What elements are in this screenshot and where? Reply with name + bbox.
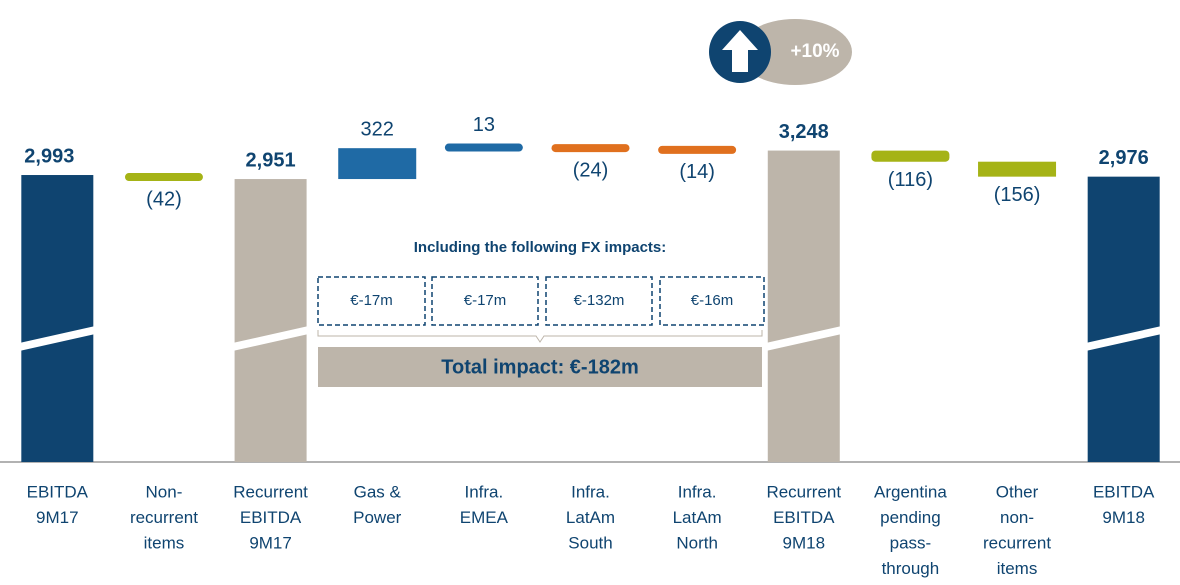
x-tick-label: items <box>144 533 185 552</box>
x-tick-label: recurrent <box>130 508 198 527</box>
x-tick-label: Other <box>996 482 1039 501</box>
fx-box <box>545 276 653 326</box>
x-tick-label: through <box>882 559 940 578</box>
x-tick-label: 9M17 <box>36 508 79 527</box>
fx-impact: €-17m <box>350 292 393 309</box>
total-impact: Total impact: €-182m <box>441 356 638 378</box>
value-label: 13 <box>473 114 495 136</box>
bar <box>338 148 417 180</box>
axis-break <box>1085 326 1162 351</box>
fx-box <box>659 276 765 326</box>
x-tick-label: North <box>676 533 718 552</box>
x-tick-label: items <box>997 559 1038 578</box>
value-label: 2,951 <box>246 149 296 171</box>
x-tick-label: Infra. <box>678 482 717 501</box>
x-tick-label: Recurrent <box>766 482 841 501</box>
x-tick-label: non- <box>1000 508 1034 527</box>
x-tick-label: recurrent <box>983 533 1051 552</box>
bar <box>658 145 737 154</box>
up-arrow <box>722 30 758 72</box>
value-label: 322 <box>361 118 394 140</box>
total-impact-box <box>318 347 762 387</box>
axis-break <box>232 326 309 351</box>
x-tick-label: EBITDA <box>1093 482 1155 501</box>
x-tick-label: 9M18 <box>783 533 826 552</box>
x-tick-label: Recurrent <box>233 482 308 501</box>
brace <box>317 330 763 343</box>
fx-impact: €-17m <box>464 292 507 309</box>
bar <box>1087 176 1160 462</box>
value-label: (116) <box>888 169 933 191</box>
bar <box>871 150 950 162</box>
growth-badge: +10% <box>709 19 852 85</box>
x-tick-label: Non- <box>146 482 183 501</box>
fx-impact: €-16m <box>691 292 734 309</box>
x-tick-label: Infra. <box>571 482 610 501</box>
fx-impact: €-132m <box>574 292 625 309</box>
x-tick-label: LatAm <box>566 508 615 527</box>
bar <box>444 143 523 152</box>
value-label: (156) <box>994 184 1041 206</box>
bar <box>767 150 840 463</box>
x-tick-label: 9M18 <box>1102 508 1145 527</box>
value-label: 3,248 <box>779 121 829 143</box>
x-tick-label: South <box>568 533 612 552</box>
x-tick-label: pending <box>880 508 941 527</box>
x-tick-label: LatAm <box>673 508 722 527</box>
fx-box <box>317 276 426 326</box>
x-tick-label: pass- <box>890 533 932 552</box>
growth-label: +10% <box>790 41 839 62</box>
value-label: (42) <box>146 188 182 210</box>
value-label: 2,976 <box>1099 147 1149 169</box>
x-tick-label: EMEA <box>460 508 509 527</box>
fx-box <box>431 276 539 326</box>
bar <box>21 175 94 463</box>
x-tick-label: 9M17 <box>249 533 292 552</box>
bar <box>124 173 203 182</box>
bar <box>978 161 1057 177</box>
x-tick-label: EBITDA <box>27 482 89 501</box>
axis-break <box>19 326 96 351</box>
badge-ellipse <box>738 19 852 85</box>
x-tick-label: EBITDA <box>240 508 302 527</box>
axis-break <box>765 326 842 351</box>
value-label: (14) <box>679 161 715 183</box>
x-tick-label: Infra. <box>464 482 503 501</box>
x-tick-label: Gas & <box>354 482 402 501</box>
value-label: (24) <box>573 159 609 181</box>
x-tick-label: EBITDA <box>773 508 835 527</box>
x-tick-label: Argentina <box>874 482 947 501</box>
bar <box>234 179 307 462</box>
value-label: 2,993 <box>24 145 74 167</box>
fx-heading: Including the following FX impacts: <box>414 239 667 256</box>
x-tick-label: Power <box>353 508 402 527</box>
bar <box>551 144 630 153</box>
